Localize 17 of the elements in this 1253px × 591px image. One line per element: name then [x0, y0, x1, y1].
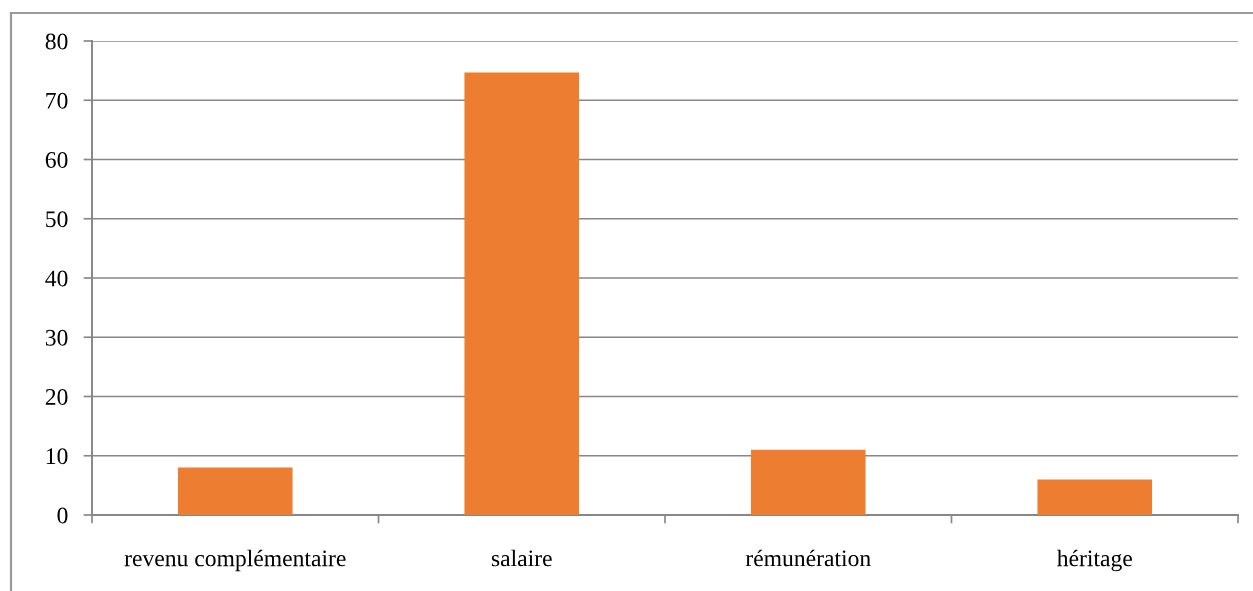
y-tick-label: 80: [45, 33, 68, 50]
y-tick-label: 50: [46, 211, 68, 228]
bar: [750, 449, 866, 515]
y-tick-label: 60: [45, 151, 68, 168]
x-tick-label: rémunération: [745, 549, 871, 567]
x-tick-label: héritage: [1056, 549, 1132, 572]
y-tick-label: 20: [45, 388, 68, 405]
x-tick-label: revenu complémentaire: [124, 549, 346, 572]
bar: [177, 467, 293, 515]
bar: [1037, 479, 1153, 515]
y-tick-label: 30: [45, 329, 68, 346]
y-tick-label: 0: [57, 507, 68, 524]
x-tick-label: salaire: [491, 549, 552, 567]
y-tick-label: 10: [46, 448, 68, 465]
y-tick-label: 70: [46, 92, 68, 109]
y-tick-label: 40: [45, 270, 68, 287]
bar: [464, 72, 580, 515]
